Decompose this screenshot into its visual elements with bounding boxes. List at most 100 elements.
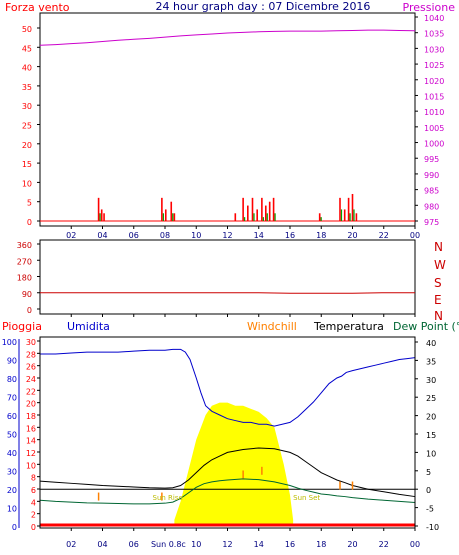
time-tick-label: 10 [191,231,201,240]
time-tick-label: 00 [410,231,420,240]
pressure-tick-label: 1040 [424,14,444,23]
time-tick-label: 02 [66,231,76,240]
temp-tick-label: 15 [426,431,436,440]
temp-tick-label: 40 [426,339,436,348]
chart-title: 24 hour graph day : 07 Dicembre 2016 [156,0,371,13]
wind-tick-label: 50 [22,25,32,34]
compass-letter: W [434,258,446,272]
rain-tick-label: 22 [26,387,36,396]
time-tick-label: 10 [191,540,201,549]
time-tick-label: 14 [254,231,264,240]
rain-tick-label: 8 [31,474,36,483]
time-tick-label: 02 [66,540,76,549]
humidity-line [40,348,416,427]
temp-tick-label: 20 [426,413,436,422]
humidity-legend: Umidita [67,320,110,333]
time-tick-label: 08 [160,231,170,240]
humidity-tick-label: 80 [7,375,17,384]
wind-tick-label: 0 [27,218,32,227]
rain-tick-label: 26 [26,363,36,372]
pressure-tick-label: 1015 [424,92,444,101]
direction-line [40,292,415,294]
wind-tick-label: 5 [27,199,32,208]
windchill-legend: Windchill [247,320,297,333]
pressure-tick-label: 985 [424,187,439,196]
rain-tick-label: 4 [31,498,36,507]
wind-tick-label: 40 [22,64,32,73]
rain-tick-label: 20 [26,400,36,409]
rain-tick-label: 30 [26,338,36,347]
time-tick-label: 22 [379,540,389,549]
time-tick-label: 12 [222,231,232,240]
direction-tick-label: 270 [17,257,32,266]
time-tick-label: 16 [285,231,295,240]
time-tick-label: 00 [410,540,420,549]
time-tick-label: 12 [222,540,232,549]
temp-tick-label: -5 [426,505,434,514]
temp-tick-label: 10 [426,449,436,458]
pressure-line [39,29,416,46]
time-tick-label: 04 [97,231,107,240]
direction-tick-label: 0 [27,306,32,315]
humidity-tick-label: 60 [7,412,17,421]
time-tick-label: 06 [129,231,139,240]
rain-tick-label: 6 [31,486,36,495]
time-tick-label: 22 [379,231,389,240]
sun-marker-label: Sun 0.8c [151,540,186,549]
wind-tick-label: 30 [22,102,32,111]
panel-1-frame [39,12,416,227]
pressure-tick-label: 1000 [424,140,444,149]
wind-tick-label: 45 [22,44,32,53]
pressure-tick-label: 980 [424,202,439,211]
wind-tick-label: 35 [22,83,32,92]
compass-letter: S [434,276,442,290]
rain-tick-label: 12 [26,449,36,458]
sunset-label: Sun Set [293,494,320,502]
wind-axis-title: Forza vento [5,1,70,14]
solar-radiation-area [174,402,294,526]
humidity-tick-label: 100 [2,338,17,347]
humidity-tick-label: 40 [7,449,17,458]
panel-2-frame [39,239,416,315]
time-tick-label: 18 [316,231,326,240]
rain-tick-label: 2 [31,511,36,520]
humidity-tick-label: 70 [7,394,17,403]
wind-tick-label: 25 [22,122,32,131]
time-tick-label: 20 [347,540,357,549]
temp-tick-label: -10 [426,523,439,532]
direction-tick-label: 360 [17,241,32,250]
temp-tick-label: 25 [426,394,436,403]
compass-letter: E [434,293,442,307]
pressure-tick-label: 1030 [424,45,444,54]
pressure-tick-label: 975 [424,218,439,227]
pressure-tick-label: 1025 [424,61,444,70]
time-tick-label: 18 [316,540,326,549]
dewpoint-legend: Dew Point (°C [393,320,459,333]
humidity-tick-label: 90 [7,357,17,366]
time-tick-label: 06 [129,540,139,549]
rain-tick-label: 0 [31,523,36,532]
rain-legend: Pioggia [2,320,42,333]
pressure-tick-label: 1010 [424,108,444,117]
temp-tick-label: 5 [426,468,431,477]
rain-tick-label: 18 [26,412,36,421]
time-tick-label: 16 [285,540,295,549]
direction-tick-label: 90 [22,290,32,299]
temperature-line [39,447,416,498]
rain-tick-label: 24 [26,375,36,384]
wind-tick-label: 10 [22,179,32,188]
pressure-tick-label: 990 [424,171,439,180]
temp-tick-label: 35 [426,357,436,366]
direction-tick-label: 180 [17,274,32,283]
time-tick-label: 14 [254,540,264,549]
time-tick-label: 04 [97,540,107,549]
pressure-tick-label: 995 [424,155,439,164]
humidity-tick-label: 50 [7,431,17,440]
rain-tick-label: 16 [26,424,36,433]
wind-tick-label: 15 [22,160,32,169]
temp-tick-label: 30 [426,376,436,385]
humidity-tick-label: 30 [7,468,17,477]
rain-tick-label: 14 [26,437,36,446]
